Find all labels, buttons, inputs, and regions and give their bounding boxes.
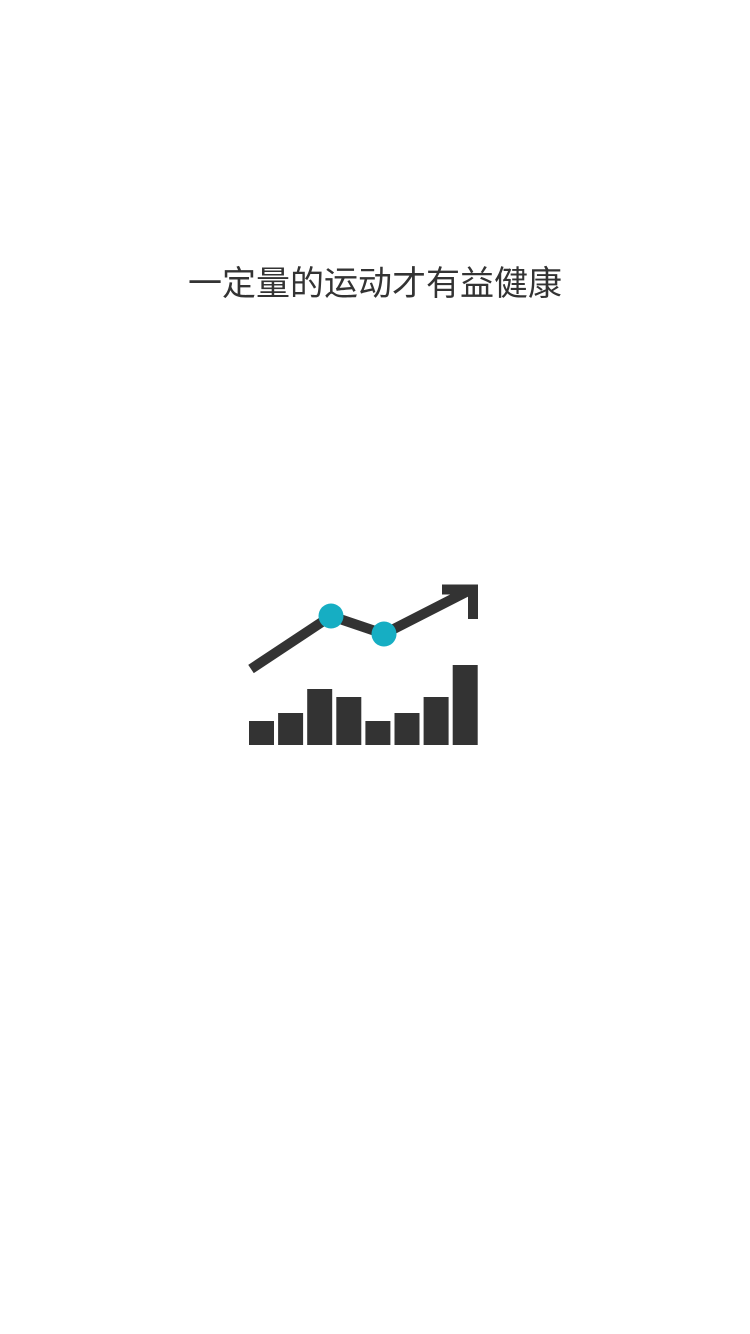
trend-group	[248, 584, 478, 674]
bar-4	[336, 697, 362, 745]
bar-group	[249, 665, 478, 745]
bar-3	[307, 689, 333, 745]
bar-7	[423, 697, 449, 745]
bar-6	[394, 713, 420, 745]
bar-1	[249, 721, 274, 745]
headline: 一定量的运动才有益健康	[188, 264, 562, 304]
arrow-head	[442, 584, 478, 619]
bar-5	[365, 721, 391, 745]
trend-line	[248, 584, 475, 674]
growth-chart-icon	[248, 584, 478, 745]
bar-8	[452, 665, 478, 745]
trend-dot-1	[318, 603, 344, 629]
bar-2	[278, 713, 304, 745]
trend-dot-2	[371, 621, 397, 647]
